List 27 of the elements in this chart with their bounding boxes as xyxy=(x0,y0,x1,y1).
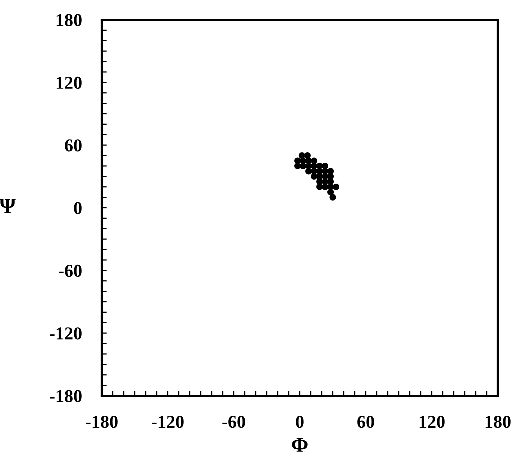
x-tick-label: -60 xyxy=(222,416,246,428)
x-axis-title: Φ xyxy=(292,438,308,452)
x-tick-label: 180 xyxy=(486,416,511,428)
y-tick-label: -180 xyxy=(50,390,82,402)
x-tick-label: 0 xyxy=(296,416,304,428)
y-tick-label: 0 xyxy=(74,202,82,214)
point xyxy=(294,162,302,170)
y-axis-title: Ψ xyxy=(0,199,16,214)
x-tick-label: -120 xyxy=(152,416,184,428)
point xyxy=(322,184,329,190)
y-tick-label: -60 xyxy=(59,264,82,278)
point xyxy=(330,194,336,201)
point xyxy=(311,173,318,180)
x-tick-label: 60 xyxy=(358,416,374,428)
y-tick-label: 180 xyxy=(56,14,82,26)
x-tick-label: 120 xyxy=(420,416,445,428)
point xyxy=(304,152,311,160)
y-tick-label: 60 xyxy=(65,140,82,152)
x-tick-label: -180 xyxy=(86,416,118,428)
point xyxy=(300,162,307,170)
point xyxy=(328,189,334,196)
y-tick-label: 120 xyxy=(56,76,82,90)
point xyxy=(333,184,340,190)
point xyxy=(306,168,312,175)
point xyxy=(322,162,329,170)
point xyxy=(316,184,324,190)
y-tick-label: -120 xyxy=(50,328,82,340)
